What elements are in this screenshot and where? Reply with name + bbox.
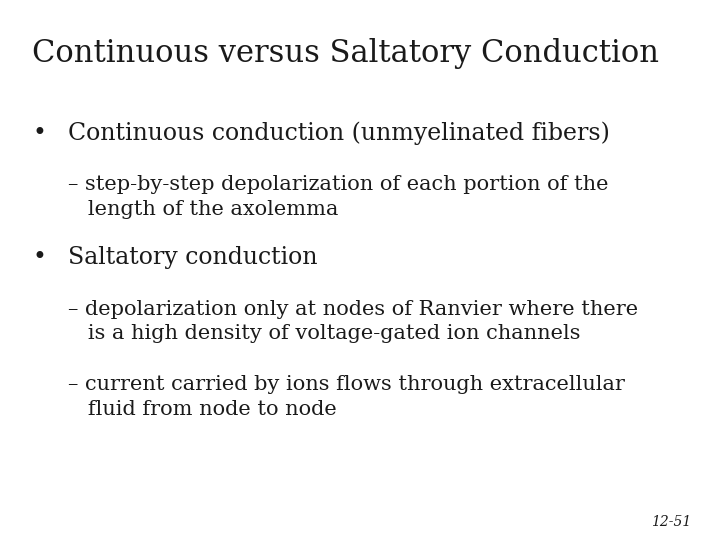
Text: •: • (32, 122, 46, 145)
Text: Continuous conduction (unmyelinated fibers): Continuous conduction (unmyelinated fibe… (68, 122, 611, 145)
Text: •: • (32, 246, 46, 269)
Text: – depolarization only at nodes of Ranvier where there
   is a high density of vo: – depolarization only at nodes of Ranvie… (68, 300, 639, 343)
Text: – step-by-step depolarization of each portion of the
   length of the axolemma: – step-by-step depolarization of each po… (68, 176, 609, 219)
Text: – current carried by ions flows through extracellular
   fluid from node to node: – current carried by ions flows through … (68, 375, 625, 418)
Text: Saltatory conduction: Saltatory conduction (68, 246, 318, 269)
Text: 12-51: 12-51 (651, 515, 691, 529)
Text: Continuous versus Saltatory Conduction: Continuous versus Saltatory Conduction (32, 38, 660, 69)
